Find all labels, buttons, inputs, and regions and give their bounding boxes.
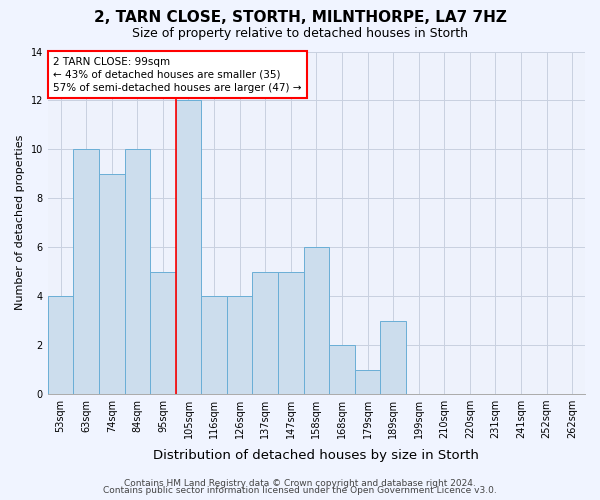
Bar (304, 247, 329, 394)
Bar (73, 150, 99, 394)
Bar (329, 345, 355, 394)
Text: 2 TARN CLOSE: 99sqm
← 43% of detached houses are smaller (35)
57% of semi-detach: 2 TARN CLOSE: 99sqm ← 43% of detached ho… (53, 56, 302, 93)
Text: Contains HM Land Registry data © Crown copyright and database right 2024.: Contains HM Land Registry data © Crown c… (124, 478, 476, 488)
Bar (201, 296, 227, 394)
Bar (150, 272, 176, 394)
Text: Size of property relative to detached houses in Storth: Size of property relative to detached ho… (132, 28, 468, 40)
Text: 2, TARN CLOSE, STORTH, MILNTHORPE, LA7 7HZ: 2, TARN CLOSE, STORTH, MILNTHORPE, LA7 7… (94, 10, 506, 25)
Bar (253, 272, 278, 394)
Bar (380, 320, 406, 394)
Bar (355, 370, 380, 394)
Text: Contains public sector information licensed under the Open Government Licence v3: Contains public sector information licen… (103, 486, 497, 495)
Y-axis label: Number of detached properties: Number of detached properties (15, 135, 25, 310)
X-axis label: Distribution of detached houses by size in Storth: Distribution of detached houses by size … (154, 450, 479, 462)
Bar (125, 150, 150, 394)
Bar (48, 296, 73, 394)
Bar (278, 272, 304, 394)
Bar (176, 100, 201, 394)
Bar (99, 174, 125, 394)
Bar (227, 296, 253, 394)
